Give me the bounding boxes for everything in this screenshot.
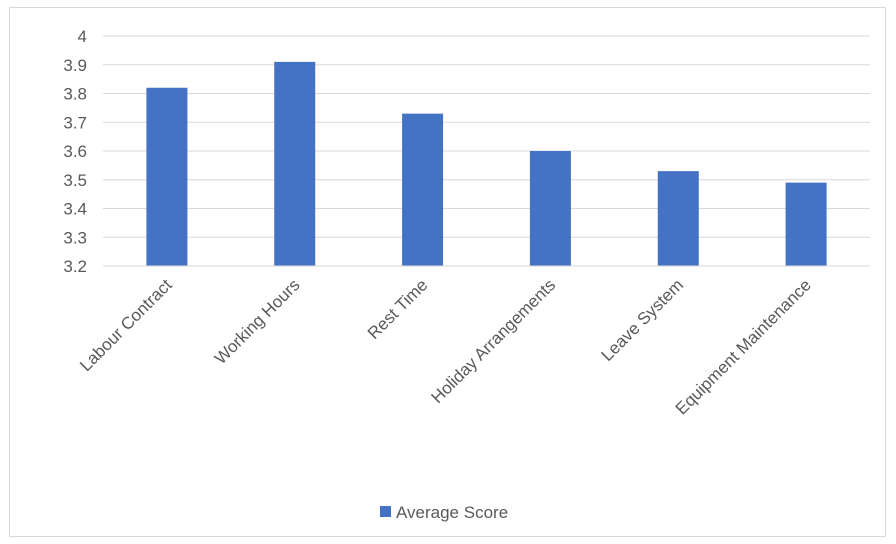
bar [785, 182, 827, 266]
y-tick-label: 3.6 [63, 142, 87, 161]
bar [529, 151, 571, 266]
legend-swatch [380, 506, 391, 517]
bar [146, 87, 188, 266]
y-tick-label: 3.3 [63, 228, 87, 247]
bar [657, 171, 699, 266]
bar [402, 113, 444, 266]
legend-label: Average Score [396, 503, 508, 522]
y-tick-label: 4 [78, 27, 87, 46]
y-tick-label: 3.2 [63, 257, 87, 276]
y-tick-label: 3.9 [63, 56, 87, 75]
x-category-label: Labour Contract [76, 275, 176, 375]
bar [274, 61, 316, 266]
bars [146, 61, 827, 266]
x-category-label: Holiday Arrangements [428, 275, 560, 407]
x-axis-category-labels: Labour Contract Working Hours Rest TimeHol… [76, 275, 815, 418]
x-category-label: Equipment Maintenance [672, 275, 815, 418]
legend: Average Score [380, 503, 508, 522]
y-tick-label: 3.4 [63, 200, 87, 219]
y-tick-label: 3.7 [63, 113, 87, 132]
gridlines [103, 35, 870, 238]
y-tick-label: 3.5 [63, 171, 87, 190]
x-category-label: Working Hours [211, 275, 304, 368]
y-axis-tick-labels: 3.2 3.3 3.4 3.5 3.6 3.7 3.8 3.9 4 [63, 27, 87, 276]
y-tick-label: 3.8 [63, 85, 87, 104]
x-category-label: Rest Time [364, 275, 432, 343]
x-category-label: Leave System [597, 275, 687, 365]
